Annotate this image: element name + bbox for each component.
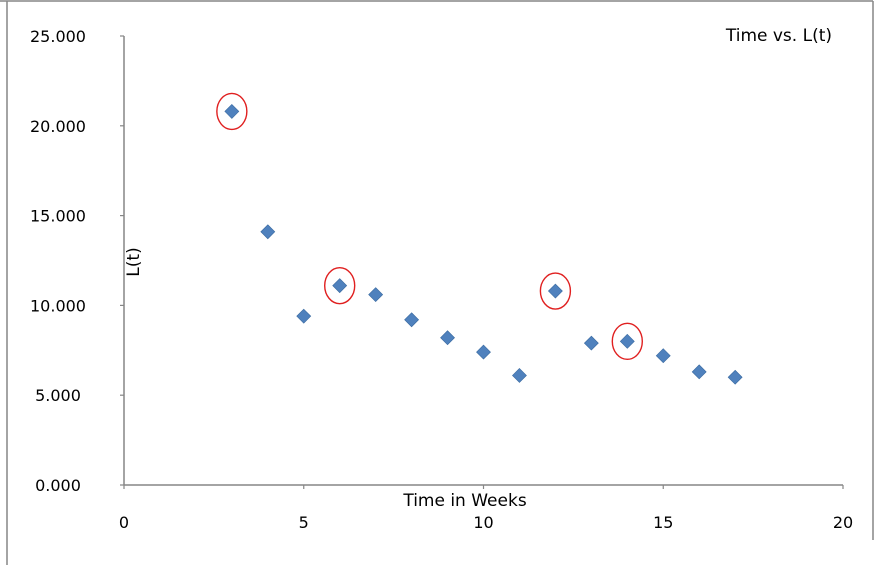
highlight-ring: [611, 322, 643, 361]
y-tick-label: 10.000: [30, 296, 86, 315]
data-point: [547, 283, 563, 299]
chart-title: Time vs. L(t): [725, 26, 832, 46]
data-point: [224, 104, 240, 119]
x-tick-label: 20: [833, 513, 853, 532]
data-point: [404, 312, 420, 328]
x-tick-label: 10: [473, 513, 493, 532]
y-axis-label: L(t): [124, 247, 144, 276]
y-tick-label: 15.000: [30, 207, 86, 226]
data-point: [655, 348, 671, 364]
x-axis-label: Time in Weeks: [402, 491, 526, 511]
data-point: [512, 368, 527, 383]
data-point: [440, 330, 455, 346]
data-point: [260, 224, 276, 240]
data-point: [476, 344, 491, 360]
highlight-ring: [324, 266, 356, 305]
x-tick-label: 15: [653, 513, 673, 532]
y-tick-label: 0.000: [35, 476, 81, 495]
data-point: [619, 333, 635, 349]
data-point: [368, 287, 384, 303]
data-point: [583, 335, 599, 351]
y-tick-label: 25.000: [30, 27, 86, 46]
data-point: [296, 308, 312, 324]
highlight-ring: [216, 92, 248, 131]
highlight-rings: [216, 92, 643, 361]
data-point: [332, 278, 348, 294]
y-tick-label: 20.000: [30, 117, 86, 136]
data-point: [727, 369, 743, 385]
data-point: [691, 364, 707, 380]
axes: 0.000 5.000 10.000 15.000 20.000 25.000 0 5 10 15…: [30, 27, 853, 532]
highlight-ring: [539, 272, 572, 310]
y-tick-label: 5.000: [35, 386, 81, 405]
x-tick-label: 5: [299, 513, 309, 532]
data-points: [224, 104, 743, 385]
x-tick-label: 0: [119, 513, 129, 532]
